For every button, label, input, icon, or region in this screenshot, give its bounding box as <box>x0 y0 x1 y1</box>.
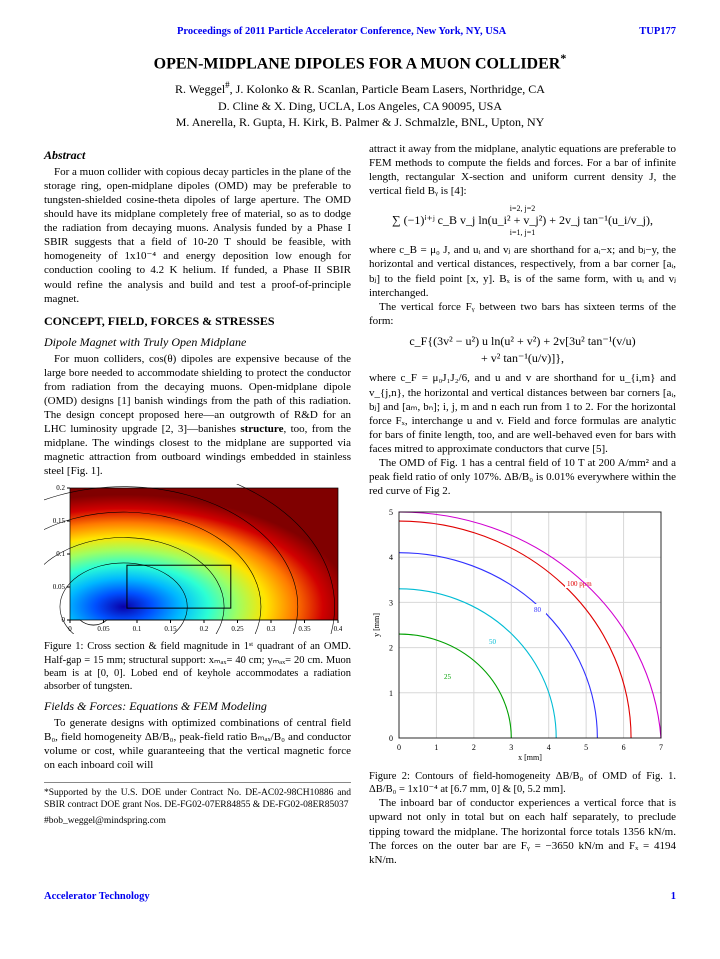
svg-text:0: 0 <box>397 743 401 752</box>
paper-title: OPEN-MIDPLANE DIPOLES FOR A MUON COLLIDE… <box>44 51 676 73</box>
svg-text:1: 1 <box>434 743 438 752</box>
svg-text:0: 0 <box>62 616 66 624</box>
paper-code: TUP177 <box>639 26 676 37</box>
svg-text:0: 0 <box>68 625 72 633</box>
footnote-email: #bob_weggel@mindspring.com <box>44 816 351 828</box>
svg-text:4: 4 <box>389 553 393 562</box>
figure-1-caption: Figure 1: Cross section & field magnitud… <box>44 640 351 693</box>
svg-text:0.1: 0.1 <box>133 625 142 633</box>
figure-1-plot: 0 0.05 0.1 0.15 0.2 0.25 0.3 0.35 0.4 0 0.05 0.1 0.1… <box>44 484 342 634</box>
equation-1: i=2, j=2 ∑ (−1)ⁱ⁺ʲ c_B v_j ln(u_i² + v_j… <box>369 203 676 238</box>
body-paragraph: The vertical force Fᵧ between two bars h… <box>369 300 676 328</box>
footer-track: Accelerator Technology <box>44 891 150 902</box>
svg-text:x [mm]: x [mm] <box>518 753 542 762</box>
svg-text:5: 5 <box>584 743 588 752</box>
title-footnote-mark: * <box>560 51 566 65</box>
svg-text:y [mm]: y [mm] <box>372 613 381 637</box>
svg-text:5: 5 <box>389 508 393 517</box>
two-column-body: Abstract For a muon collider with copiou… <box>44 142 676 867</box>
equation-line: c_F{(3v² − u²) u ln(u² + v²) + 2v[3u² ta… <box>369 333 676 350</box>
figure-2-plot: 255080100 ppm01234567012345x [mm]y [mm] <box>369 504 669 764</box>
author-line-2: D. Cline & X. Ding, UCLA, Los Angeles, C… <box>44 98 676 114</box>
svg-text:0.4: 0.4 <box>334 625 342 633</box>
section-heading: CONCEPT, FIELD, FORCES & STRESSES <box>44 314 351 329</box>
svg-text:4: 4 <box>547 743 551 752</box>
svg-text:0.35: 0.35 <box>298 625 311 633</box>
figure-2-caption: Figure 2: Contours of field-homogeneity … <box>369 770 676 796</box>
body-paragraph: The OMD of Fig. 1 has a central field of… <box>369 456 676 498</box>
svg-text:3: 3 <box>389 599 393 608</box>
svg-text:0.2: 0.2 <box>200 625 209 633</box>
figure-2: 255080100 ppm01234567012345x [mm]y [mm] <box>369 504 676 764</box>
page-footer: Accelerator Technology 1 <box>44 891 676 902</box>
svg-text:80: 80 <box>534 606 542 614</box>
author-line-1: R. Weggel#, J. Kolonko & R. Scanlan, Par… <box>44 79 676 97</box>
body-paragraph: where c_B = μ₀ J, and uᵢ and vⱼ are shor… <box>369 243 676 299</box>
author-affil: , J. Kolonko & R. Scanlan, Particle Beam… <box>230 82 545 96</box>
title-text: OPEN-MIDPLANE DIPOLES FOR A MUON COLLIDE… <box>154 55 561 72</box>
page-header: Proceedings of 2011 Particle Accelerator… <box>44 26 676 37</box>
svg-text:0.05: 0.05 <box>53 583 66 591</box>
left-column: Abstract For a muon collider with copiou… <box>44 142 351 867</box>
svg-text:2: 2 <box>389 644 393 653</box>
svg-text:6: 6 <box>622 743 626 752</box>
svg-text:2: 2 <box>472 743 476 752</box>
author-line-3: M. Anerella, R. Gupta, H. Kirk, B. Palme… <box>44 114 676 130</box>
svg-text:0.1: 0.1 <box>56 550 65 558</box>
svg-text:0: 0 <box>389 734 393 743</box>
body-paragraph: The inboard bar of conductor experiences… <box>369 796 676 866</box>
svg-text:3: 3 <box>509 743 513 752</box>
author-name: R. Weggel <box>175 82 225 96</box>
svg-text:0.15: 0.15 <box>164 625 177 633</box>
page-number: 1 <box>671 891 676 902</box>
equation-2: c_F{(3v² − u²) u ln(u² + v²) + 2v[3u² ta… <box>369 333 676 367</box>
body-paragraph: attract it away from the midplane, analy… <box>369 142 676 198</box>
figure-1: 0 0.05 0.1 0.15 0.2 0.25 0.3 0.35 0.4 0 0.05 0.1 0.1… <box>44 484 351 634</box>
subsection-heading: Fields & Forces: Equations & FEM Modelin… <box>44 699 351 714</box>
svg-text:25: 25 <box>444 673 452 681</box>
svg-text:0.25: 0.25 <box>231 625 244 633</box>
svg-text:0.05: 0.05 <box>97 625 110 633</box>
body-paragraph: For muon colliders, cos(θ) dipoles are e… <box>44 352 351 479</box>
svg-text:0.2: 0.2 <box>56 484 65 492</box>
text-bold: structure <box>240 423 283 435</box>
svg-text:50: 50 <box>489 638 497 646</box>
body-paragraph: To generate designs with optimized combi… <box>44 716 351 772</box>
svg-text:7: 7 <box>659 743 663 752</box>
author-block: R. Weggel#, J. Kolonko & R. Scanlan, Par… <box>44 79 676 130</box>
equation-line: + v² tan⁻¹(u/v)]}, <box>369 350 676 367</box>
svg-text:0.3: 0.3 <box>267 625 276 633</box>
abstract-heading: Abstract <box>44 148 351 163</box>
abstract-text: For a muon collider with copious decay p… <box>44 165 351 306</box>
svg-text:0.15: 0.15 <box>53 517 66 525</box>
svg-text:1: 1 <box>389 689 393 698</box>
subsection-heading: Dipole Magnet with Truly Open Midplane <box>44 335 351 350</box>
footnote-funding: *Supported by the U.S. DOE under Contrac… <box>44 782 351 811</box>
right-column: attract it away from the midplane, analy… <box>369 142 676 867</box>
body-paragraph: where c_F = μ₀J₁J₂/6, and u and v are sh… <box>369 371 676 455</box>
proceedings-name: Proceedings of 2011 Particle Accelerator… <box>44 26 639 37</box>
